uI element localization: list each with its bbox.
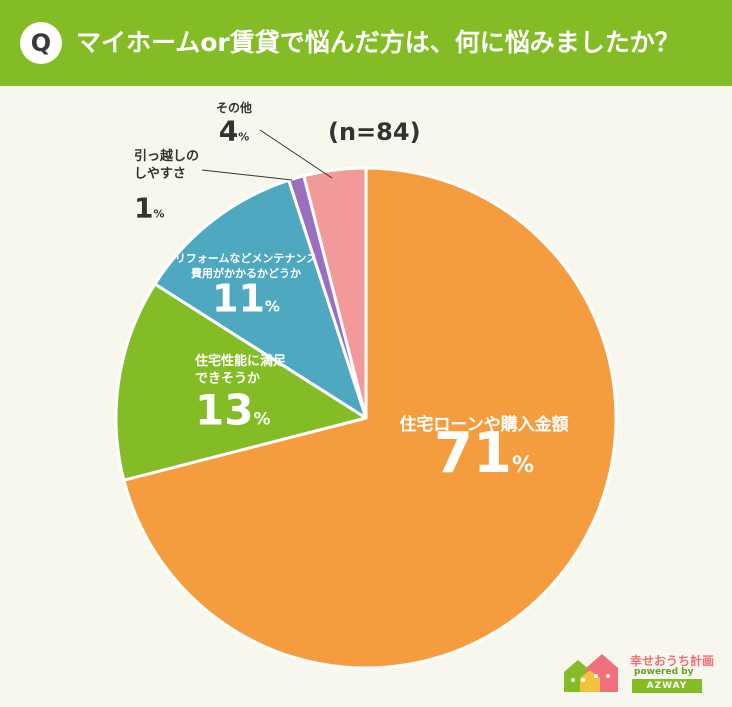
slice-value-3: 1% — [134, 191, 165, 224]
logo-brand: AZWAY — [632, 679, 702, 693]
leader-line-4 — [259, 129, 333, 179]
house-logo-icon — [564, 654, 618, 692]
question-title: マイホームor賃貸で悩んだ方は、何に悩みましたか？ — [76, 28, 680, 57]
slice-value-1: 13% — [195, 386, 271, 435]
leader-line-3 — [201, 169, 293, 181]
logo-sub: powered by — [634, 667, 694, 677]
brand-logo: 幸せおうち計画 powered by AZWAY — [560, 650, 720, 696]
slice-value-2: 11% — [212, 276, 280, 320]
sample-size: (n=84) — [328, 118, 421, 146]
slice-label-4: その他 — [216, 100, 252, 115]
slice-value-0: 71% — [434, 421, 534, 486]
slice-label-2: リフォームなどメンテナンス費用がかかるかどうか — [175, 252, 317, 280]
logo-title: 幸せおうち計画 — [630, 654, 715, 668]
slice-label-1: 住宅性能に満足できそうか — [195, 353, 287, 387]
pie-slice-2 — [153, 178, 368, 420]
slice-label-0: 住宅ローンや購入金額 — [399, 414, 568, 435]
slice-value-4: 4% — [219, 115, 250, 148]
slice-label-3: 引っ越しのしやすさ — [134, 148, 199, 182]
pie-slice-0 — [122, 166, 618, 670]
header-bar: Q マイホームor賃貸で悩んだ方は、何に悩みましたか？ — [0, 0, 732, 86]
pie-slice-4 — [302, 166, 368, 420]
pie-slice-1 — [114, 282, 368, 482]
q-badge: Q — [20, 22, 62, 64]
